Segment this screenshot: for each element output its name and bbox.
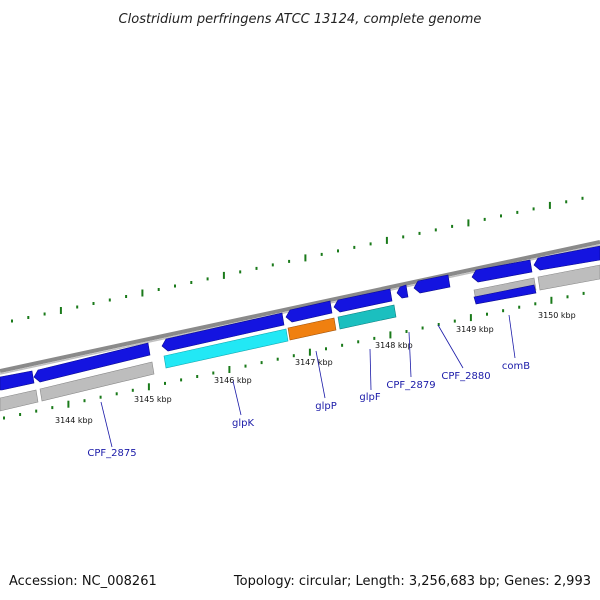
kbp-label: 3144 kbp	[55, 416, 93, 425]
genome-backbone	[0, 240, 600, 373]
leader-cpf-2879	[408, 331, 412, 378]
gene-label-glpP[interactable]: glpP	[315, 401, 337, 412]
outer-tick-marks	[11, 196, 584, 323]
gene-arrow-forward-4[interactable]	[333, 288, 393, 313]
leader-glpF	[369, 348, 372, 391]
kbp-label: 3146 kbp	[214, 376, 252, 385]
kbp-label: 3150 kbp	[538, 311, 576, 320]
kbp-label: 3145 kbp	[134, 395, 172, 404]
gene-glpK[interactable]	[163, 328, 289, 369]
gene-cpf-2875[interactable]	[39, 361, 155, 402]
gene-arrow-forward-6[interactable]	[471, 259, 533, 283]
leader-glpP	[315, 350, 326, 399]
gene-arrow-forward-2[interactable]	[161, 312, 285, 352]
kbp-label: 3147 kbp	[295, 358, 333, 367]
kbp-scale-labels: 3144 kbp 3145 kbp 3146 kbp 3147 kbp 3148…	[55, 311, 576, 425]
gene-arrow-forward-1[interactable]	[33, 342, 151, 383]
map-title: Clostridium perfringens ATCC 13124, comp…	[119, 12, 482, 27]
accession-text: Accession: NC_008261	[9, 574, 157, 589]
leader-cpf-2880	[437, 324, 464, 369]
kbp-label: 3148 kbp	[375, 341, 413, 350]
kbp-label: 3149 kbp	[456, 325, 494, 334]
gene-glpF[interactable]	[337, 304, 397, 330]
gene-arrow-forward-7[interactable]	[533, 245, 600, 271]
gene-label-cpf-2875[interactable]: CPF_2875	[87, 448, 136, 459]
leader-cpf-2875	[100, 401, 113, 448]
gene-gray-left[interactable]	[0, 389, 39, 412]
genome-summary-text: Topology: circular; Length: 3,256,683 bp…	[233, 574, 591, 589]
gene-arrow-left-1[interactable]	[0, 370, 35, 391]
gene-arrow-forward-5[interactable]	[413, 274, 451, 294]
gene-label-glpK[interactable]: glpK	[232, 418, 254, 429]
leader-glpK	[232, 380, 242, 416]
label-leader-lines	[100, 314, 516, 448]
gene-label-cpf-2880[interactable]: CPF_2880	[441, 371, 490, 382]
gene-label-comB[interactable]: comB	[502, 361, 530, 372]
inner-tick-marks	[3, 291, 585, 420]
gene-track	[0, 245, 600, 412]
gene-arrow-small[interactable]	[396, 284, 409, 299]
gene-glpP[interactable]	[287, 317, 337, 341]
gene-arrow-forward-3[interactable]	[285, 300, 333, 323]
gene-gray-right[interactable]	[537, 264, 600, 291]
gene-labels: CPF_2875 glpK glpP glpF CPF_2879 CPF_288…	[87, 361, 530, 459]
gene-comB-blue[interactable]	[473, 284, 537, 305]
leader-comB	[508, 314, 516, 359]
gene-label-cpf-2879[interactable]: CPF_2879	[386, 380, 435, 391]
gene-label-glpF[interactable]: glpF	[359, 392, 380, 403]
